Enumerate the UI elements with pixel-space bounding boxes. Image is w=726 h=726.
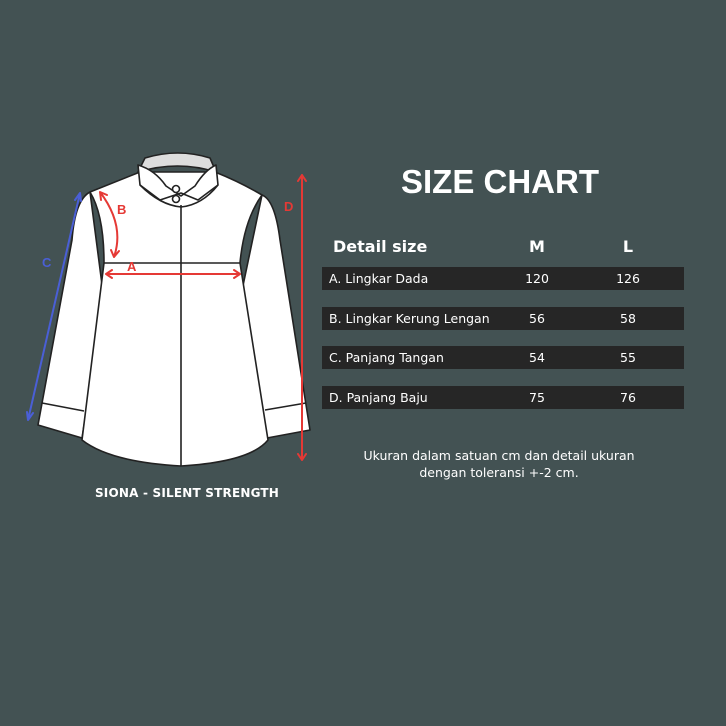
collar-back bbox=[137, 152, 217, 173]
row-l-value: 58 bbox=[620, 311, 636, 326]
shirt-diagram: C B A D bbox=[26, 152, 311, 467]
tolerance-note: Ukuran dalam satuan cm dan detail ukuran… bbox=[340, 447, 658, 481]
row-l-value: 76 bbox=[620, 390, 636, 405]
row-m-value: 54 bbox=[529, 350, 545, 365]
row-m-value: 120 bbox=[525, 271, 549, 286]
row-l-value: 55 bbox=[620, 350, 636, 365]
measure-b-arrow bbox=[99, 191, 120, 258]
button bbox=[171, 184, 181, 194]
table-row: B. Lingkar Kerung Lengan 56 58 bbox=[322, 307, 684, 330]
measure-c-arrow bbox=[26, 192, 82, 421]
header-m: M bbox=[529, 237, 545, 256]
row-label: C. Panjang Tangan bbox=[329, 350, 444, 365]
row-label: B. Lingkar Kerung Lengan bbox=[329, 311, 490, 326]
row-m-value: 56 bbox=[529, 311, 545, 326]
button bbox=[171, 194, 181, 204]
table-row: D. Panjang Baju 75 76 bbox=[322, 386, 684, 409]
label-d: D bbox=[284, 199, 293, 214]
page-title: SIZE CHART bbox=[401, 163, 599, 200]
table-row: C. Panjang Tangan 54 55 bbox=[322, 346, 684, 369]
row-label: D. Panjang Baju bbox=[329, 390, 428, 405]
table-row: A. Lingkar Dada 120 126 bbox=[322, 267, 684, 290]
label-a: A bbox=[127, 259, 137, 274]
measure-d-arrow bbox=[297, 174, 307, 461]
header-detail-size: Detail size bbox=[333, 237, 428, 256]
collar bbox=[137, 164, 219, 208]
label-c: C bbox=[42, 255, 52, 270]
note-line: dengan toleransi +-2 cm. bbox=[419, 465, 579, 480]
measure-a-arrow bbox=[105, 269, 241, 279]
shirt-body bbox=[81, 171, 269, 467]
product-caption: SIONA - SILENT STRENGTH bbox=[94, 486, 280, 500]
row-label: A. Lingkar Dada bbox=[329, 271, 429, 286]
row-l-value: 126 bbox=[616, 271, 640, 286]
row-m-value: 75 bbox=[529, 390, 545, 405]
header-l: L bbox=[622, 237, 634, 256]
label-b: B bbox=[117, 202, 126, 217]
note-line: Ukuran dalam satuan cm dan detail ukuran bbox=[363, 448, 635, 463]
